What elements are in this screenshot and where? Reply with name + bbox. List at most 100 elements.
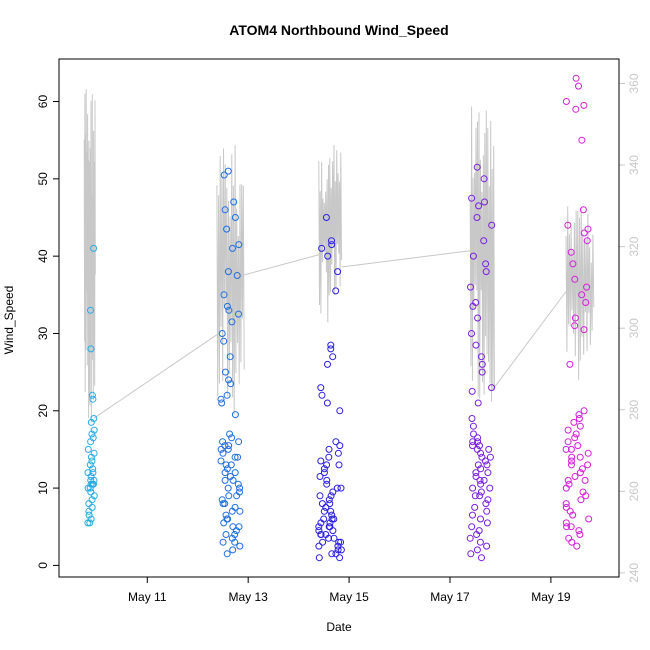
data-point <box>325 445 333 453</box>
data-point <box>236 542 244 550</box>
data-point <box>483 507 491 515</box>
data-point <box>477 480 485 488</box>
data-point <box>477 515 484 523</box>
data-point <box>225 376 233 384</box>
data-point <box>467 283 474 291</box>
x-tick-label: May 19 <box>531 590 571 604</box>
secondary-tick-label: 340 <box>627 155 641 175</box>
data-point <box>334 542 342 550</box>
data-point <box>575 411 583 419</box>
data-point <box>227 380 235 388</box>
x-axis-label: Date <box>326 620 352 634</box>
data-point <box>227 461 235 469</box>
data-point <box>482 260 490 268</box>
data-point <box>219 538 227 546</box>
data-point <box>564 476 572 484</box>
data-point <box>327 492 335 500</box>
data-point <box>84 445 92 453</box>
data-point <box>221 469 229 477</box>
data-point <box>484 469 492 477</box>
data-point <box>337 484 345 492</box>
secondary-tick-label: 280 <box>627 399 641 419</box>
secondary-tick-label: 240 <box>627 563 641 583</box>
data-point <box>223 302 231 310</box>
data-point <box>327 507 335 515</box>
data-point <box>315 527 323 535</box>
data-point <box>223 391 231 399</box>
data-point <box>328 241 336 249</box>
data-point <box>469 511 476 519</box>
data-point <box>223 465 231 473</box>
data-point <box>89 465 97 473</box>
data-point <box>482 268 490 276</box>
data-point <box>326 500 334 508</box>
data-point <box>473 163 481 171</box>
data-point <box>332 438 340 446</box>
data-point <box>87 438 95 446</box>
data-point <box>488 384 496 392</box>
data-point <box>322 214 330 221</box>
data-point <box>567 248 575 256</box>
data-point <box>84 469 92 477</box>
data-point <box>570 418 578 426</box>
y-tick-label: 40 <box>36 249 50 263</box>
y-tick-label: 60 <box>36 95 50 109</box>
data-point <box>234 453 242 461</box>
data-point <box>477 353 485 361</box>
y-tick-label: 20 <box>36 404 50 418</box>
data-point <box>476 442 483 450</box>
data-point <box>89 395 97 403</box>
data-point <box>329 353 337 361</box>
data-point <box>235 310 242 318</box>
data-point <box>466 534 474 542</box>
data-point <box>469 484 477 492</box>
data-point <box>325 523 333 531</box>
x-tick-label: May 13 <box>229 590 269 604</box>
data-point <box>225 442 233 450</box>
data-point <box>320 507 328 515</box>
data-point <box>473 214 481 221</box>
data-point <box>580 407 588 415</box>
data-point <box>231 538 239 546</box>
axes: 0 10 20 30 40 50 60 May 11 May 13 May 15 May 17 May… <box>36 73 641 604</box>
data-point <box>469 422 477 430</box>
data-point <box>317 457 325 465</box>
data-point <box>90 244 98 252</box>
data-point <box>584 461 592 469</box>
data-point <box>566 360 574 368</box>
data-point <box>230 198 238 206</box>
data-point <box>474 399 482 407</box>
data-point <box>218 399 226 407</box>
data-point <box>484 496 492 504</box>
data-point <box>87 453 95 461</box>
data-point <box>469 442 476 450</box>
data-point <box>88 457 96 465</box>
data-point <box>576 453 584 461</box>
data-point <box>569 511 577 519</box>
data-point <box>482 500 490 508</box>
data-point <box>224 268 232 276</box>
secondary-tick-label: 260 <box>627 481 641 501</box>
data-point <box>325 496 333 504</box>
data-points <box>84 74 593 562</box>
data-point <box>474 314 482 322</box>
data-point <box>478 453 486 461</box>
data-point <box>574 442 582 450</box>
data-point <box>478 360 486 368</box>
data-point <box>571 275 579 283</box>
data-point <box>316 473 324 480</box>
data-point <box>332 550 340 558</box>
data-point <box>229 546 237 554</box>
x-tick-label: May 17 <box>430 590 470 604</box>
data-point <box>222 461 230 469</box>
data-point <box>481 198 488 206</box>
data-point <box>228 318 236 326</box>
data-point <box>334 268 342 276</box>
data-point <box>231 531 239 538</box>
data-point <box>337 546 345 554</box>
data-point <box>576 469 584 477</box>
data-point <box>468 415 476 422</box>
data-point <box>226 353 234 361</box>
data-point <box>476 538 484 546</box>
secondary-burst-4 <box>565 206 595 380</box>
